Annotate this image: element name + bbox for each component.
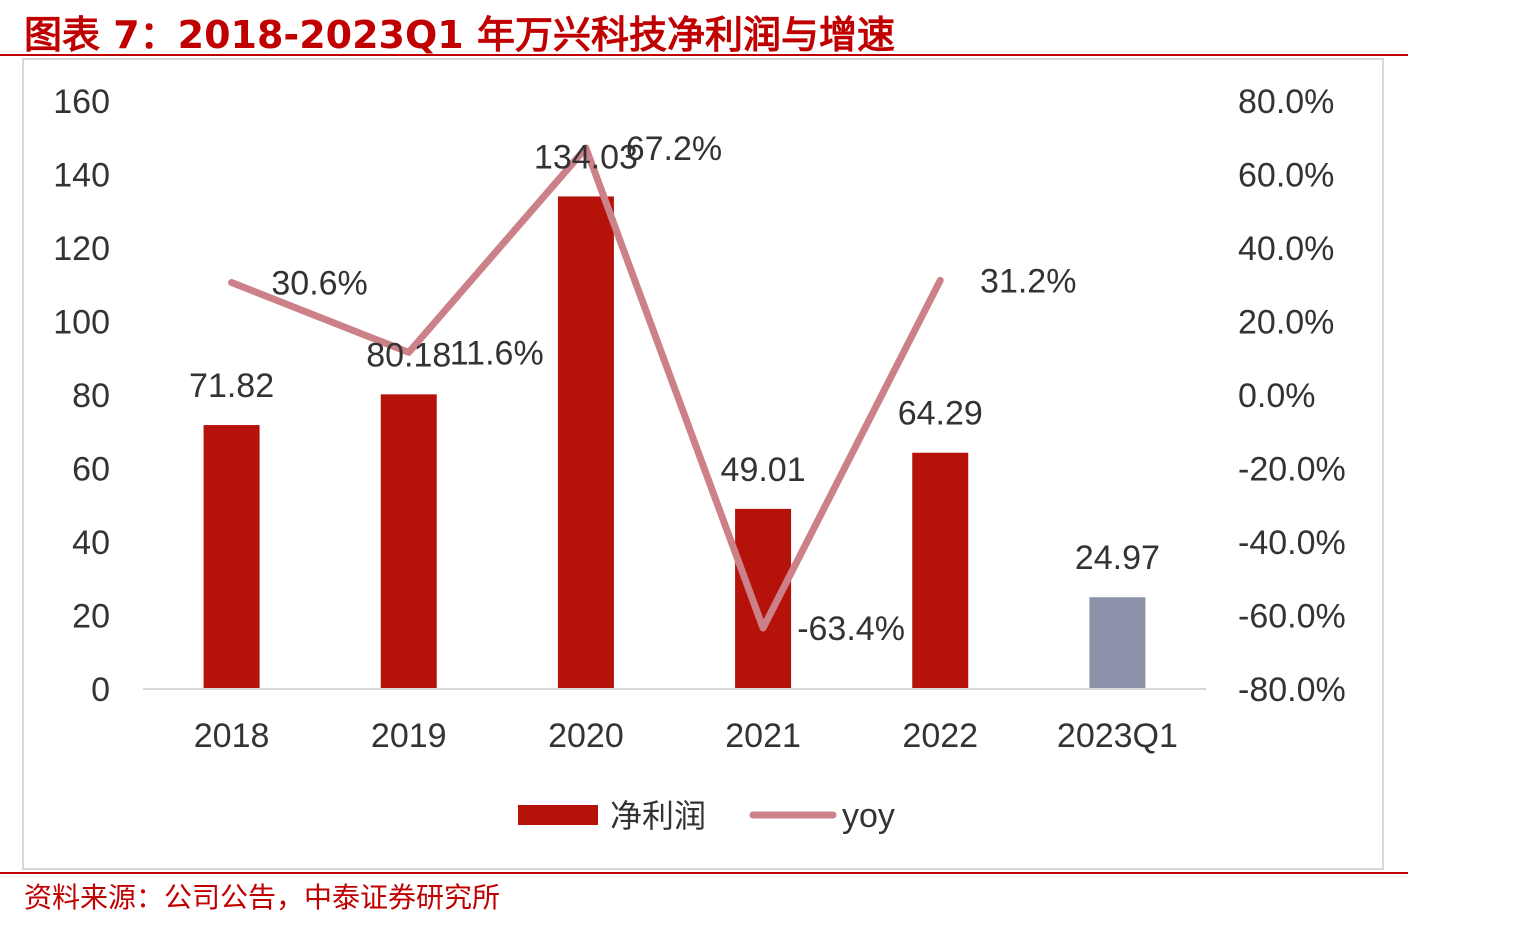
y-left-tick-label: 160 xyxy=(53,83,110,121)
bar-2022 xyxy=(912,452,969,689)
y-right-tick-label: -40.0% xyxy=(1238,524,1346,562)
y-left-tick-label: 100 xyxy=(53,304,110,342)
title-rule xyxy=(0,54,1408,56)
y-right-tick-label: -80.0% xyxy=(1238,671,1346,709)
x-tick-label: 2023Q1 xyxy=(1057,717,1178,755)
yoy-data-label: 30.6% xyxy=(271,265,367,303)
chart-frame xyxy=(22,58,1384,870)
bar-2020 xyxy=(557,196,614,689)
y-right-tick-label: -60.0% xyxy=(1238,598,1346,636)
y-left-tick-label: 20 xyxy=(72,598,110,636)
bar-data-label: 49.01 xyxy=(721,451,806,489)
y-right-tick-label: 60.0% xyxy=(1238,157,1334,195)
x-tick-label: 2021 xyxy=(725,717,801,755)
yoy-line xyxy=(228,144,944,632)
y-right-tick-label: 0.0% xyxy=(1238,377,1316,415)
legend-label-yoy: yoy xyxy=(842,797,895,835)
y-left-tick-label: 80 xyxy=(72,377,110,415)
y-left-tick-label: 0 xyxy=(91,671,110,709)
bar-data-label: 64.29 xyxy=(898,395,983,433)
chart-title: 图表 7：2018-2023Q1 年万兴科技净利润与增速 xyxy=(24,13,895,57)
bar-2018 xyxy=(203,425,260,689)
legend-swatch-net-profit xyxy=(518,805,598,825)
x-tick-label: 2018 xyxy=(194,717,270,755)
bar-2019 xyxy=(380,394,437,689)
y-left-tick-label: 60 xyxy=(72,451,110,489)
legend-label-net-profit: 净利润 xyxy=(610,797,706,835)
bar-2021 xyxy=(735,508,792,689)
y-right-tick-label: 80.0% xyxy=(1238,83,1334,121)
y-left-tick-label: 120 xyxy=(53,230,110,268)
x-tick-label: 2020 xyxy=(548,717,624,755)
y-right-tick-label: 40.0% xyxy=(1238,230,1334,268)
source-note: 资料来源：公司公告，中泰证券研究所 xyxy=(24,881,501,914)
y-right-tick-label: -20.0% xyxy=(1238,451,1346,489)
x-tick-label: 2019 xyxy=(371,717,447,755)
yoy-data-label: 11.6% xyxy=(450,334,544,372)
bar-data-label: 24.97 xyxy=(1075,539,1160,577)
bar-data-label: 80.18 xyxy=(366,336,451,374)
footer-rule xyxy=(0,872,1408,874)
bar-data-label: 134.03 xyxy=(534,138,638,176)
y-left-tick-label: 140 xyxy=(53,157,110,195)
yoy-data-label: 67.2% xyxy=(626,130,722,168)
yoy-data-label: 31.2% xyxy=(980,262,1076,300)
bar-data-label: 71.82 xyxy=(189,367,274,405)
y-left-tick-label: 40 xyxy=(72,524,110,562)
bar-2023Q1 xyxy=(1089,597,1146,689)
y-right-tick-label: 20.0% xyxy=(1238,304,1334,342)
x-tick-label: 2022 xyxy=(902,717,978,755)
yoy-data-label: -63.4% xyxy=(797,610,905,648)
